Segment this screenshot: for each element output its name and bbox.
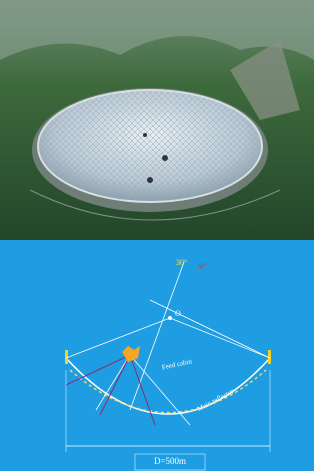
diameter-label: D=500m xyxy=(154,456,186,466)
telescope-photo xyxy=(0,0,314,240)
center-label: O xyxy=(175,309,181,318)
angle-label: 30° xyxy=(176,258,187,267)
figure: 30° 40° O Feed cabin Main reflector D=50… xyxy=(0,0,314,471)
diagram xyxy=(0,240,314,471)
